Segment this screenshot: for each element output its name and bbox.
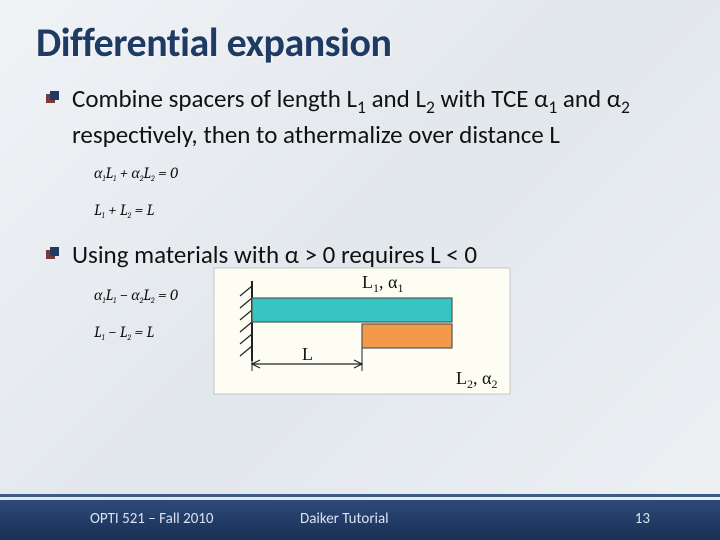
- equation: α1L1 + α2L2 = 0: [94, 164, 684, 183]
- equation: L1 − L2 = L: [94, 323, 178, 342]
- slide-footer: OPTI 521 – Fall 2010 Daiker Tutorial 13: [0, 492, 720, 540]
- bullet-icon: [46, 247, 60, 261]
- footer-middle: Daiker Tutorial: [300, 510, 389, 528]
- diagram-label-L: L: [302, 344, 313, 364]
- equation: L1 + L2 = L: [94, 201, 684, 220]
- bullet-item: Using materials with α > 0 requires L < …: [46, 239, 684, 401]
- equation: α1L1 − α2L2 = 0: [94, 286, 178, 305]
- bullet-icon: [46, 91, 60, 105]
- bullet-item: Combine spacers of length L1 and L2 with…: [46, 83, 684, 221]
- equation-block: α1L1 + α2L2 = 0 L1 + L2 = L: [94, 164, 684, 220]
- slide-title: Differential expansion: [36, 18, 684, 67]
- footer-accent-line: [0, 494, 720, 497]
- bullet-text: Combine spacers of length L1 and L2 with…: [72, 83, 684, 150]
- spacer-diagram: L L1, α1 L2, α2: [212, 266, 512, 396]
- footer-page: 13: [635, 510, 650, 528]
- slide: Differential expansion Combine spacers o…: [0, 0, 720, 540]
- equation-block: α1L1 − α2L2 = 0 L1 − L2 = L: [94, 286, 178, 360]
- footer-left: OPTI 521 – Fall 2010: [90, 510, 214, 528]
- diagram: L L1, α1 L2, α2: [212, 266, 512, 401]
- diagram-label-top: L1, α1: [362, 272, 403, 295]
- diagram-label-bottom: L2, α2: [456, 368, 497, 391]
